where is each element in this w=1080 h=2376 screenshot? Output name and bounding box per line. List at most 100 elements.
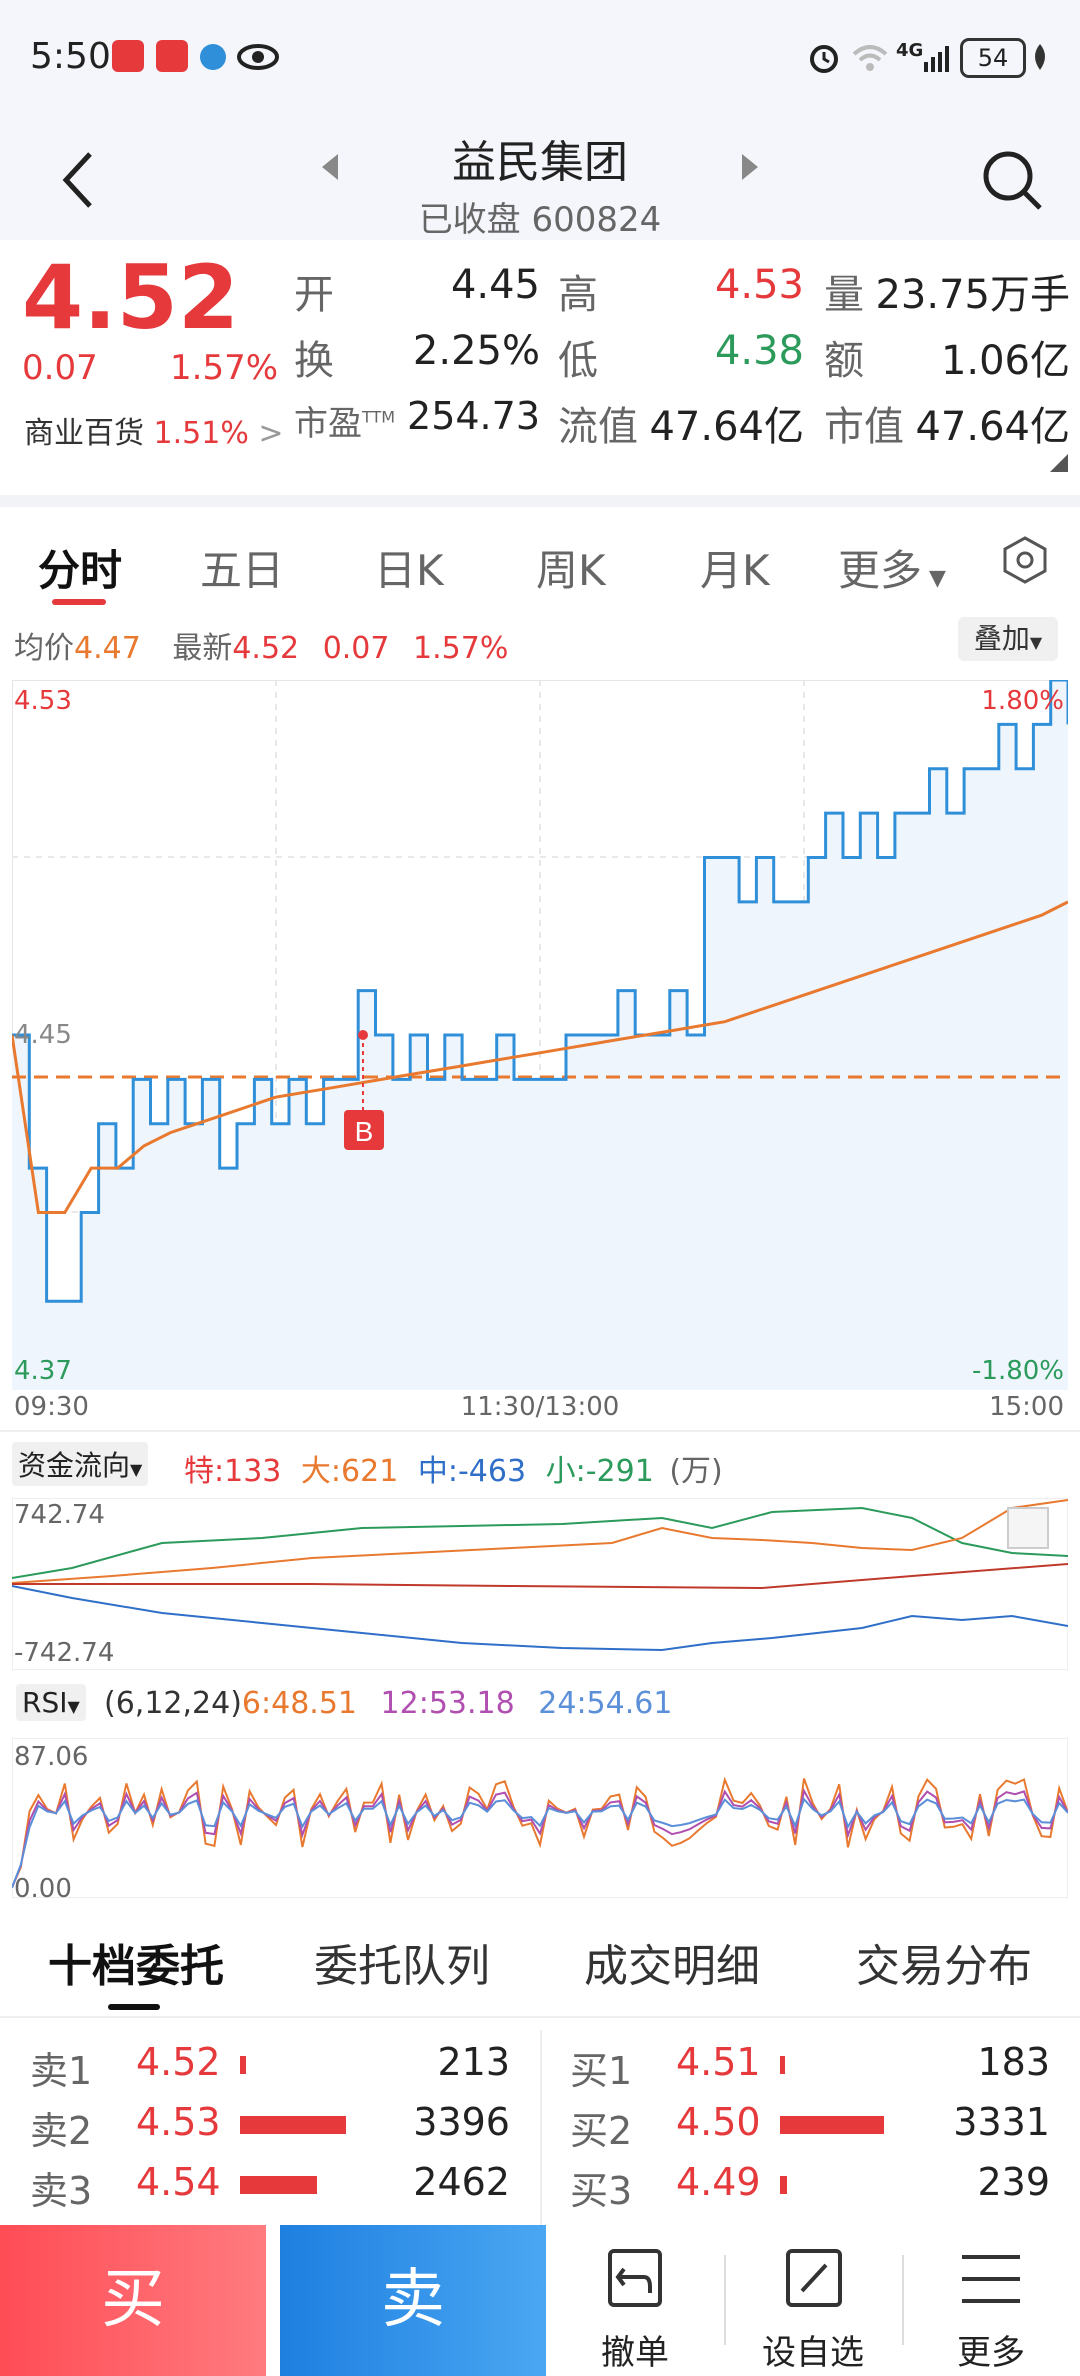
tab-ten-level-orders[interactable]: 十档委托 [48, 1941, 224, 1992]
settings-hexagon-icon[interactable] [1000, 535, 1050, 585]
fund-flow-medium-line [12, 1585, 1068, 1652]
price-change: 0.07 [22, 348, 98, 388]
buy-button[interactable]: 买 [0, 2225, 266, 2376]
avg-value: 4.47 [74, 631, 141, 666]
current-price: 4.52 [22, 246, 240, 349]
rsi-12-line [12, 1787, 1068, 1888]
search-icon[interactable] [980, 148, 1046, 214]
mkt-cap-value: 47.64亿 [915, 404, 1070, 450]
sell-volume-bar [240, 2056, 246, 2074]
y-axis-bottom: 4.37 [14, 1356, 72, 1386]
more-button[interactable]: 更多 [926, 2225, 1056, 2376]
buy-volume-bar [780, 2176, 787, 2194]
sell-level-label: 卖2 [30, 2109, 93, 2153]
caret-down-icon: ▼ [67, 1697, 80, 1716]
back-arrow-icon[interactable] [58, 150, 98, 210]
pe-sup: TTM [362, 407, 396, 427]
rsi-y-bottom: 0.00 [14, 1874, 72, 1904]
prev-stock-icon[interactable] [318, 152, 342, 182]
fund-zhong: 中:-463 [418, 1454, 526, 1489]
rsi-params: (6,12,24) [104, 1686, 242, 1721]
rsi-selector[interactable]: RSI▼ [16, 1684, 86, 1721]
intraday-chart[interactable]: B 4.53 4.45 4.37 1.80% -1.80% [10, 678, 1070, 1391]
high-label: 高 [558, 272, 598, 318]
divider [0, 1430, 1080, 1432]
buy-price: 4.49 [676, 2160, 761, 2204]
caret-down-icon: ▼ [130, 1460, 143, 1479]
overlay-button[interactable]: 叠加▼ [958, 617, 1058, 661]
app-icon [156, 40, 188, 72]
rsi-6-line [12, 1776, 1068, 1888]
sell-volume-bar [240, 2116, 346, 2134]
tab-order-queue[interactable]: 委托队列 [314, 1941, 490, 1992]
quote-panel: 4.52 0.07 1.57% 商业百货 1.51% > 开 4.45 高 4.… [0, 240, 1080, 485]
fund-te-value: 133 [224, 1454, 282, 1489]
leaf-icon [1035, 44, 1045, 70]
eye-icon [237, 44, 279, 70]
latest-change: 0.07 [322, 631, 390, 666]
intraday-indicator-bar: 均价4.47 最新4.52 0.07 1.57% 叠加▼ [0, 605, 1080, 685]
sell-order-row[interactable]: 卖3 4.54 2462 [30, 2160, 510, 2216]
turnover-label: 换 [294, 338, 334, 384]
sector-name: 商业百货 [24, 416, 144, 451]
sell-quantity: 213 [437, 2040, 510, 2084]
buy-level-label: 买2 [570, 2109, 633, 2153]
buy-order-row[interactable]: 买2 4.50 3331 [570, 2100, 1050, 2156]
x-axis-mid: 11:30/13:00 [460, 1392, 620, 1422]
float-cap-label: 流值 [558, 404, 638, 450]
tab-trade-details[interactable]: 成交明细 [584, 1941, 760, 1992]
sell-price: 4.54 [136, 2160, 221, 2204]
tab-daily-k[interactable]: 日K [374, 546, 444, 595]
buy-marker[interactable] [344, 1110, 384, 1150]
expand-corner-icon[interactable] [1050, 454, 1068, 472]
sector-link[interactable]: 商业百货 1.51% > [24, 408, 284, 452]
fund-flow-y-top: 742.74 [14, 1500, 105, 1530]
tab-weekly-k[interactable]: 周K [536, 546, 606, 595]
pct-axis-bottom: -1.80% [972, 1356, 1064, 1386]
mkt-cap-label: 市值 [824, 404, 904, 450]
pe-label-text: 市盈 [294, 404, 362, 444]
more-label: 更多 [957, 2333, 1025, 2373]
wifi-icon [852, 45, 888, 71]
cancel-order-button[interactable]: 撤单 [570, 2225, 700, 2376]
divider [0, 2016, 1080, 2018]
sell-quantity: 3396 [413, 2100, 510, 2144]
bottom-action-bar: 买 卖 撤单 设自选 更多 [0, 2225, 1080, 2376]
add-watchlist-label: 设自选 [762, 2333, 864, 2373]
sell-volume-bar [240, 2176, 317, 2194]
caret-down-icon: ▼ [1029, 633, 1043, 652]
buy-order-row[interactable]: 买1 4.51 183 [570, 2040, 1050, 2096]
low-value: 4.38 [714, 328, 804, 374]
buy-volume-bar [780, 2056, 785, 2074]
sell-order-row[interactable]: 卖1 4.52 213 [30, 2040, 510, 2096]
buy-order-row[interactable]: 买3 4.49 239 [570, 2160, 1050, 2216]
tab-more[interactable]: 更多 ▼ [838, 537, 946, 598]
fund-flow-chart[interactable] [12, 1498, 1068, 1670]
period-tabs: 分时 五日 日K 周K 月K 更多 ▼ [0, 495, 1080, 617]
sell-button[interactable]: 卖 [280, 2225, 546, 2376]
fund-da: 大:621 [301, 1454, 398, 1489]
stock-header: 益民集团 已收盘 600824 [0, 120, 1080, 240]
sell-order-row[interactable]: 卖2 4.53 3396 [30, 2100, 510, 2156]
tab-five-day[interactable]: 五日 [200, 546, 285, 595]
stock-name: 益民集团 [452, 137, 628, 188]
price-change-pct: 1.57% [170, 348, 279, 388]
x-axis-end: 15:00 [989, 1392, 1064, 1422]
alarm-icon [810, 45, 838, 73]
buy-level-label: 买1 [570, 2049, 633, 2093]
rsi-chart[interactable] [12, 1738, 1068, 1898]
tab-monthly-k[interactable]: 月K [700, 546, 770, 595]
tab-trade-distribution[interactable]: 交易分布 [856, 1941, 1032, 1992]
app-icon [200, 44, 226, 70]
fund-da-value: 621 [341, 1454, 399, 1489]
fund-flow-selector[interactable]: 资金流向▼ [12, 1442, 149, 1486]
price-area-fill [12, 680, 1068, 1390]
next-stock-icon[interactable] [738, 152, 762, 182]
marker-dot [358, 1030, 368, 1040]
tab-active-indicator [108, 2004, 160, 2010]
tab-intraday[interactable]: 分时 [38, 546, 123, 595]
add-watchlist-button[interactable]: 设自选 [748, 2225, 878, 2376]
fullscreen-icon[interactable] [1007, 1507, 1049, 1549]
low-label: 低 [558, 338, 598, 384]
tab-more-label: 更多 [838, 546, 923, 595]
